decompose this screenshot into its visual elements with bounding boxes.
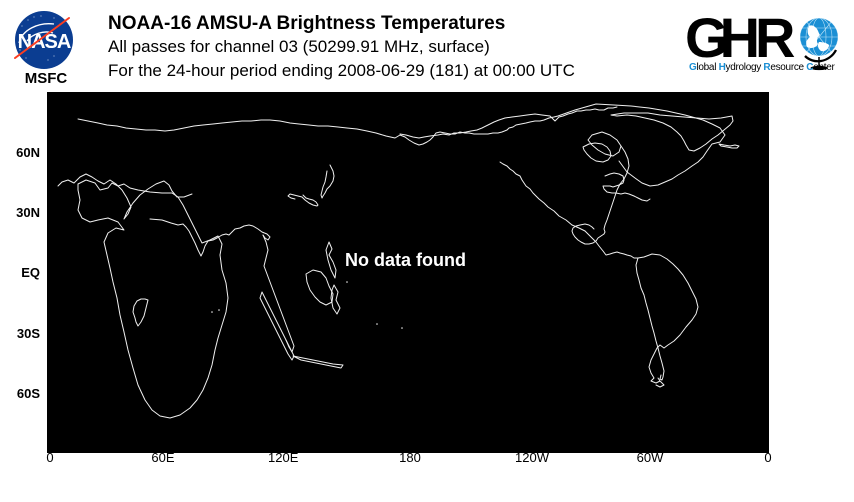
- svg-text:Global Hydrology Resource Cent: Global Hydrology Resource Center: [689, 62, 835, 73]
- svg-text:GHR: GHR: [685, 6, 795, 69]
